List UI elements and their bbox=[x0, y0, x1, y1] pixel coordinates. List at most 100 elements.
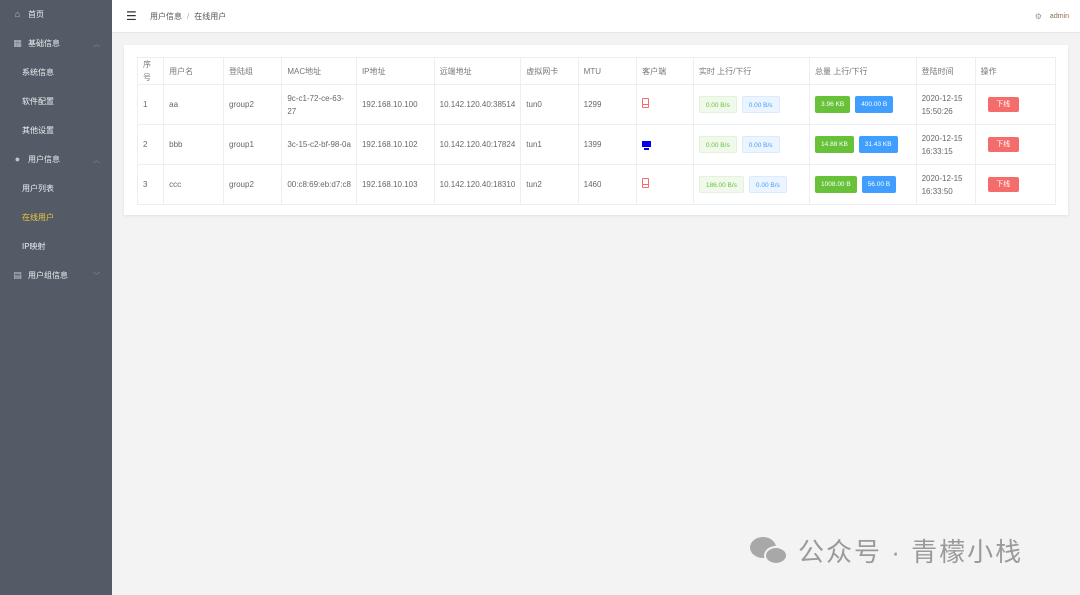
cell-realtime: 0.00 B/s 0.00 B/s bbox=[692, 84, 811, 125]
cell-group: group2 bbox=[222, 164, 283, 205]
online-users-table: 序号 用户名 登陆组 MAC地址 IP地址 远端地址 虚拟网卡 MTU 客户端 实时 上行/下行总… bbox=[136, 57, 1057, 205]
home-icon: ⌂ bbox=[14, 9, 21, 19]
cell-action: 下线 bbox=[974, 124, 1057, 165]
column-header: 登陆时间 bbox=[915, 57, 976, 85]
sidebar-item-label: 在线用户 bbox=[22, 213, 54, 222]
sidebar-item[interactable]: ● 用户信息 ︿ bbox=[0, 145, 112, 174]
sidebar-item-label: 基础信息 bbox=[28, 39, 60, 48]
cell-username: ccc bbox=[163, 164, 224, 205]
sidebar-item-label: 首页 bbox=[28, 10, 44, 19]
chevron-up-icon: ︿ bbox=[93, 156, 100, 164]
user-menu[interactable]: ⚙ admin bbox=[1035, 12, 1069, 21]
desktop-icon bbox=[642, 141, 652, 150]
offline-button[interactable]: 下线 bbox=[987, 137, 1019, 152]
total-down-tag: 31.43 KB bbox=[858, 136, 898, 153]
total-up-tag: 3.96 KB bbox=[815, 96, 851, 113]
realtime-up-tag: 0.00 B/s bbox=[698, 96, 737, 113]
cell-total: 1008.00 B 56.00 B bbox=[809, 164, 917, 205]
total-up-tag: 1008.00 B bbox=[815, 176, 857, 193]
sidebar-item[interactable]: 软件配置 bbox=[0, 87, 112, 116]
sidebar-item[interactable]: ⌂ 首页 bbox=[0, 0, 112, 29]
sidebar: ⌂ 首页 ▦ 基础信息 ︿ 系统信息 软件配置 其他设置 ● 用户信息 ︿ 用户列表 在线用户 IP映射 ▤… bbox=[0, 0, 112, 595]
column-header: 客户端 bbox=[636, 57, 694, 85]
breadcrumb-current: 在线用户 bbox=[194, 11, 227, 21]
sidebar-item-label: 用户组信息 bbox=[28, 271, 68, 280]
sidebar-item-label: 用户列表 bbox=[22, 184, 54, 193]
user-icon: ● bbox=[14, 154, 21, 164]
sidebar-item[interactable]: 在线用户 bbox=[0, 203, 112, 232]
cell-nic: tun0 bbox=[520, 84, 579, 125]
table-row: 2 bbb group1 3c-15-c2-bf-98-0a 192.168.10.10… bbox=[136, 124, 1057, 165]
cell-realtime: 0.00 B/s 0.00 B/s bbox=[692, 124, 811, 165]
cell-client bbox=[636, 84, 694, 125]
cell-ip: 192.168.10.102 bbox=[355, 124, 435, 165]
cell-remote: 10.142.120.40:18310 bbox=[433, 164, 522, 205]
realtime-down-tag: 0.00 B/s bbox=[741, 136, 780, 153]
breadcrumb: 用户信息 / 在线用户 bbox=[150, 11, 226, 22]
table-row: 1 aa group2 9c-c1-72-ce-63-27 192.168.10.100… bbox=[136, 84, 1057, 125]
clipboard-icon: ▤ bbox=[13, 270, 22, 280]
column-header: 用户名 bbox=[163, 57, 224, 85]
cell-nic: tun2 bbox=[520, 164, 579, 205]
cell-group: group2 bbox=[222, 84, 283, 125]
cell-login-time: 2020-12-15 16:33:50 bbox=[915, 164, 976, 205]
sidebar-item-label: 用户信息 bbox=[28, 155, 60, 164]
mobile-icon bbox=[642, 177, 650, 188]
cell-total: 3.96 KB 400.00 B bbox=[809, 84, 917, 125]
sidebar-item[interactable]: IP映射 bbox=[0, 232, 112, 261]
chevron-down-icon: ﹀ bbox=[93, 272, 100, 280]
cell-ip: 192.168.10.100 bbox=[355, 84, 435, 125]
cell-remote: 10.142.120.40:38514 bbox=[433, 84, 522, 125]
column-header: 操作 bbox=[974, 57, 1057, 85]
cell-mac: 3c-15-c2-bf-98-0a bbox=[281, 124, 357, 165]
mobile-icon bbox=[642, 97, 650, 108]
sidebar-item[interactable]: 用户列表 bbox=[0, 174, 112, 203]
grid-icon: ▦ bbox=[13, 38, 22, 48]
column-header: 虚拟网卡 bbox=[520, 57, 579, 85]
username: admin bbox=[1049, 13, 1069, 20]
sidebar-item-label: 软件配置 bbox=[22, 97, 54, 106]
total-down-tag: 56.00 B bbox=[861, 176, 897, 193]
cell-mtu: 1299 bbox=[577, 84, 638, 125]
cell-client bbox=[636, 124, 694, 165]
sidebar-item[interactable]: 系统信息 bbox=[0, 58, 112, 87]
cell-remote: 10.142.120.40:17824 bbox=[433, 124, 522, 165]
sidebar-item-label: 系统信息 bbox=[22, 68, 54, 77]
cell-realtime: 186.00 B/s 0.00 B/s bbox=[692, 164, 811, 205]
total-up-tag: 14.88 KB bbox=[815, 136, 854, 153]
cell-mac: 9c-c1-72-ce-63-27 bbox=[281, 84, 357, 125]
chevron-up-icon: ︿ bbox=[93, 40, 100, 48]
column-header: 实时 上行/下行 bbox=[692, 57, 811, 85]
cell-index: 2 bbox=[136, 124, 165, 165]
sidebar-item[interactable]: ▦ 基础信息 ︿ bbox=[0, 29, 112, 58]
cell-total: 14.88 KB 31.43 KB bbox=[809, 124, 917, 165]
cell-action: 下线 bbox=[974, 84, 1057, 125]
cell-login-time: 2020-12-15 15:50:26 bbox=[915, 84, 976, 125]
column-header: 远端地址 bbox=[433, 57, 522, 85]
column-header: 登陆组 bbox=[222, 57, 283, 85]
realtime-down-tag: 0.00 B/s bbox=[748, 176, 787, 193]
column-header: 序号 bbox=[136, 57, 165, 85]
cell-login-time: 2020-12-15 16:33:15 bbox=[915, 124, 976, 165]
realtime-up-tag: 186.00 B/s bbox=[698, 176, 744, 193]
cell-mtu: 1399 bbox=[577, 124, 638, 165]
breadcrumb-item[interactable]: 用户信息 bbox=[150, 11, 182, 21]
wechat-logo-icon bbox=[750, 535, 790, 567]
watermark: 公众号 · 青檬小栈 bbox=[750, 532, 1023, 569]
cell-action: 下线 bbox=[974, 164, 1057, 205]
offline-button[interactable]: 下线 bbox=[987, 97, 1019, 112]
realtime-down-tag: 0.00 B/s bbox=[741, 96, 780, 113]
cell-username: bbb bbox=[163, 124, 224, 165]
offline-button[interactable]: 下线 bbox=[987, 177, 1019, 192]
cell-client bbox=[636, 164, 694, 205]
breadcrumb-separator: / bbox=[187, 11, 190, 21]
menu-toggle-icon[interactable]: ☰ bbox=[126, 9, 137, 23]
column-header: IP地址 bbox=[355, 57, 435, 85]
sidebar-item-label: 其他设置 bbox=[22, 126, 54, 135]
cell-mtu: 1460 bbox=[577, 164, 638, 205]
sidebar-item[interactable]: ▤ 用户组信息 ﹀ bbox=[0, 261, 112, 290]
column-header: MAC地址 bbox=[281, 57, 357, 85]
table-row: 3 ccc group2 00:c8:69:eb:d7:c8 192.168.10.10… bbox=[136, 164, 1057, 205]
watermark-text: 公众号 · 青檬小栈 bbox=[798, 537, 1024, 567]
sidebar-item[interactable]: 其他设置 bbox=[0, 116, 112, 145]
